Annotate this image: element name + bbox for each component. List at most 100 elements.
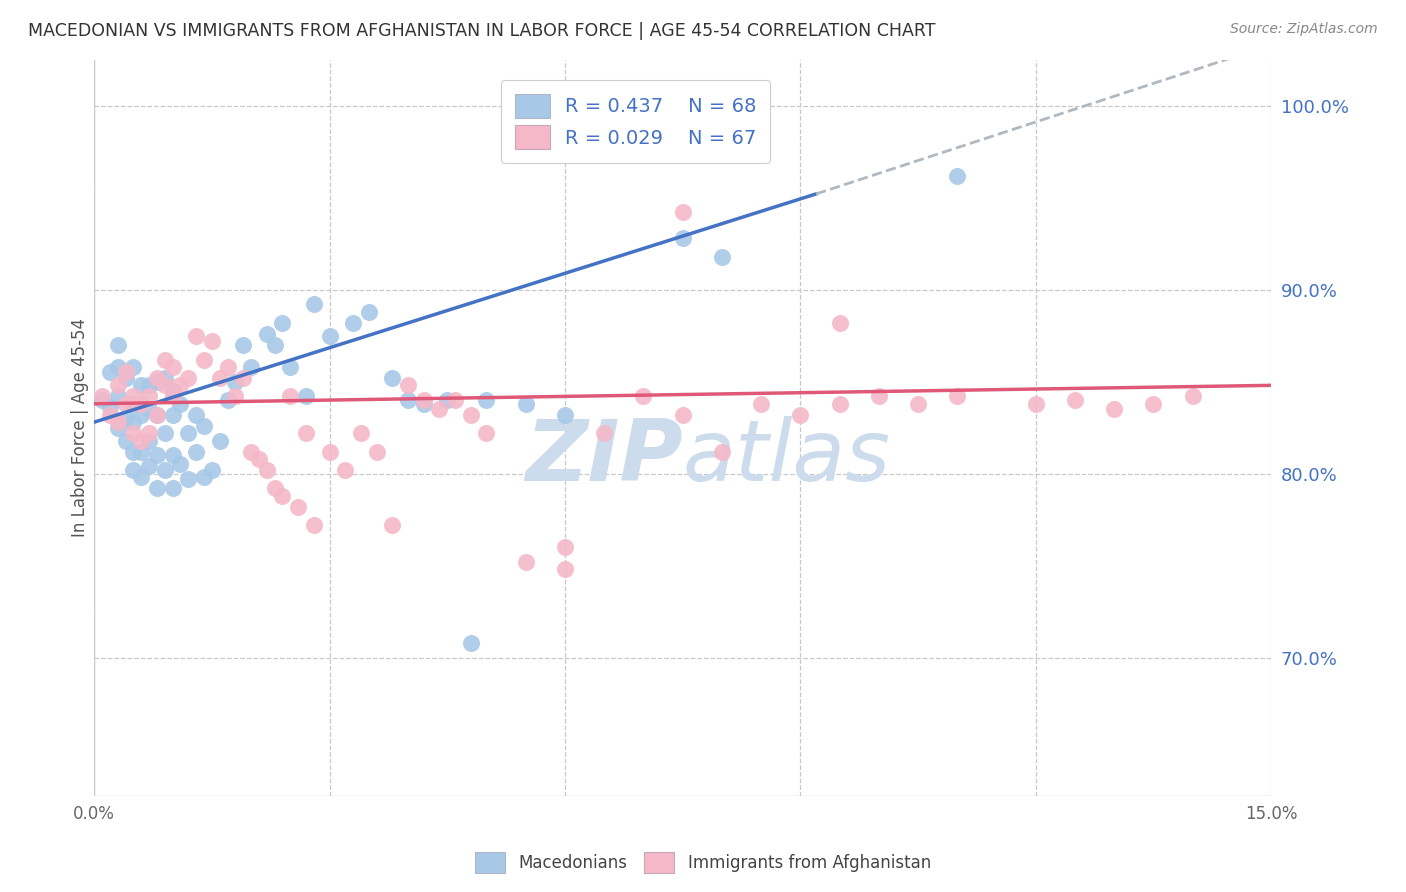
Point [232,338,254,352]
Point [184,408,207,422]
Point [278,389,301,403]
Point [1102,402,1125,417]
Point [129,408,152,422]
Point [162,359,184,374]
Point [1064,393,1087,408]
Point [412,393,434,408]
Point [107,420,129,434]
Point [342,316,364,330]
Point [146,375,169,389]
Point [138,434,160,448]
Point [184,444,207,458]
Point [193,352,215,367]
Point [318,444,340,458]
Point [146,448,169,462]
Point [672,231,695,245]
Point [271,316,294,330]
Point [146,371,169,385]
Point [412,397,434,411]
Point [554,562,576,576]
Point [146,408,169,422]
Point [122,389,145,403]
Point [169,458,191,472]
Point [91,393,114,408]
Point [240,444,263,458]
Point [828,316,851,330]
Point [335,463,357,477]
Point [247,452,270,467]
Point [396,393,419,408]
Point [114,411,136,425]
Point [122,415,145,429]
Point [240,359,263,374]
Point [98,408,121,422]
Point [138,378,160,392]
Point [278,359,301,374]
Point [710,444,733,458]
Point [177,371,200,385]
Point [1181,389,1204,403]
Point [554,541,576,555]
Point [169,397,191,411]
Point [256,326,278,341]
Y-axis label: In Labor Force | Age 45-54: In Labor Force | Age 45-54 [72,318,89,537]
Point [287,500,309,514]
Point [366,444,388,458]
Point [114,434,136,448]
Point [153,371,176,385]
Point [153,426,176,441]
Point [1142,397,1164,411]
Point [381,518,404,533]
Text: atlas: atlas [683,416,890,499]
Point [208,434,231,448]
Point [129,397,152,411]
Point [946,169,969,183]
Point [271,489,294,503]
Point [138,389,160,403]
Point [302,297,325,311]
Point [208,371,231,385]
Point [381,371,404,385]
Point [475,426,498,441]
Point [146,482,169,496]
Point [129,470,152,484]
Point [122,397,145,411]
Point [515,397,537,411]
Point [232,371,254,385]
Point [460,636,482,650]
Point [357,304,380,318]
Point [907,397,929,411]
Point [1025,397,1047,411]
Point [177,426,200,441]
Point [122,463,145,477]
Point [789,408,811,422]
Point [828,397,851,411]
Point [122,426,145,441]
Point [107,359,129,374]
Point [749,397,772,411]
Point [672,408,695,422]
Point [295,389,318,403]
Point [138,459,160,474]
Point [107,378,129,392]
Point [672,205,695,219]
Point [710,250,733,264]
Legend: Macedonians, Immigrants from Afghanistan: Macedonians, Immigrants from Afghanistan [468,846,938,880]
Point [460,408,482,422]
Point [177,472,200,486]
Point [201,463,224,477]
Point [114,397,136,411]
Point [436,393,458,408]
Text: Source: ZipAtlas.com: Source: ZipAtlas.com [1230,22,1378,37]
Point [217,359,239,374]
Point [107,338,129,352]
Point [162,408,184,422]
Point [515,555,537,569]
Point [129,444,152,458]
Point [153,378,176,392]
Point [427,402,450,417]
Text: MACEDONIAN VS IMMIGRANTS FROM AFGHANISTAN IN LABOR FORCE | AGE 45-54 CORRELATION: MACEDONIAN VS IMMIGRANTS FROM AFGHANISTA… [28,22,935,40]
Point [162,448,184,462]
Point [146,408,169,422]
Point [193,470,215,484]
